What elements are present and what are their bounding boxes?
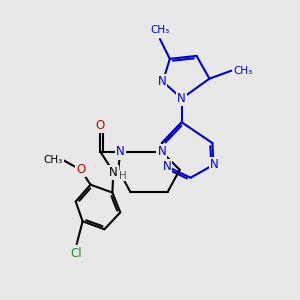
Text: N: N [158, 75, 166, 88]
Text: N: N [158, 146, 166, 158]
Text: CH₃: CH₃ [150, 25, 170, 35]
Text: N: N [116, 146, 125, 158]
Text: O: O [96, 119, 105, 132]
Text: Cl: Cl [71, 247, 82, 260]
Text: N: N [177, 92, 186, 105]
Text: CH₃: CH₃ [233, 66, 253, 76]
Text: N: N [163, 160, 171, 173]
Text: CH₃: CH₃ [43, 155, 62, 165]
Text: O: O [76, 163, 85, 176]
Text: H: H [119, 171, 127, 181]
Text: N: N [109, 166, 118, 179]
Text: N: N [210, 158, 219, 171]
